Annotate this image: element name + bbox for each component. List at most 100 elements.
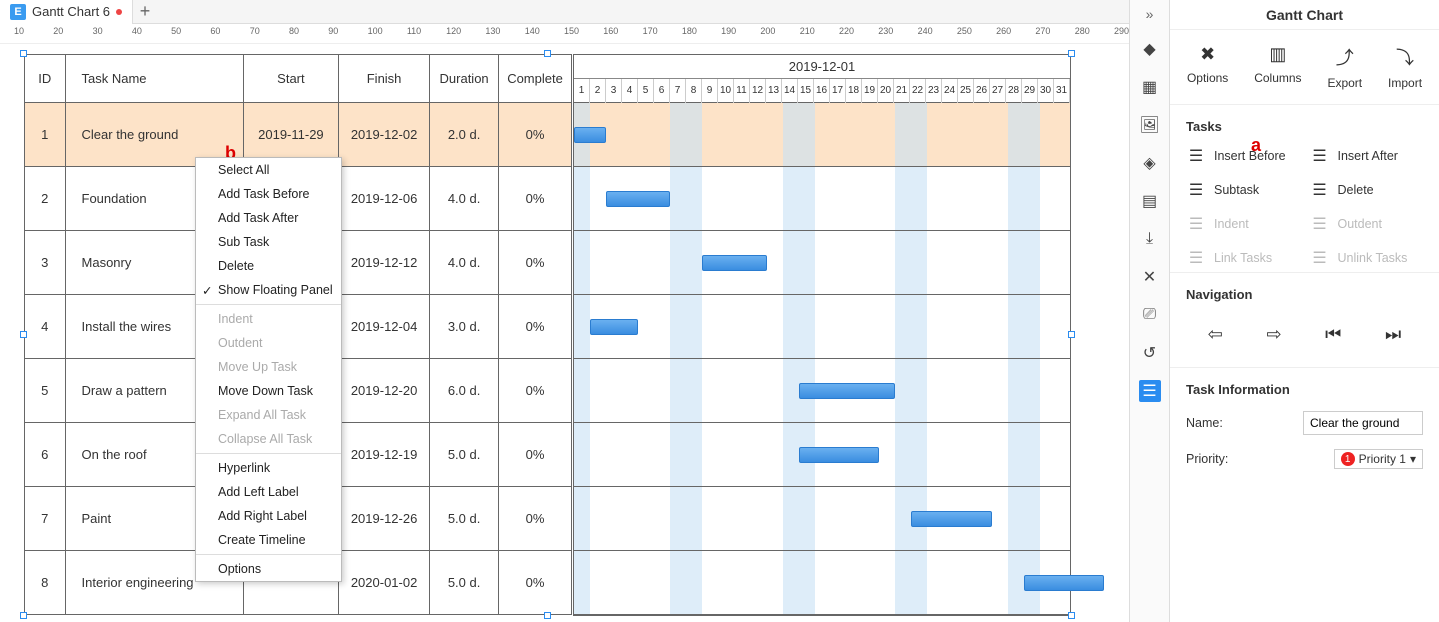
- grid-icon[interactable]: ▦: [1139, 76, 1161, 98]
- task-btn: ☰Link Tasks: [1186, 248, 1300, 268]
- task-btn-icon: ☰: [1186, 214, 1206, 234]
- selection-handle[interactable]: [20, 331, 27, 338]
- selection-handle[interactable]: [1068, 612, 1075, 619]
- task-btn-icon: ☰: [1186, 146, 1206, 166]
- cell-duration: 2.0 d.: [430, 103, 499, 167]
- gantt-row: [574, 167, 1070, 231]
- task-btn[interactable]: ☰Insert Before: [1186, 146, 1300, 166]
- selection-handle[interactable]: [544, 612, 551, 619]
- ctx-item[interactable]: Options: [196, 557, 341, 581]
- task-btn: ☰Unlink Tasks: [1310, 248, 1424, 268]
- add-tab-button[interactable]: +: [133, 1, 157, 22]
- layers-icon[interactable]: ◈: [1139, 152, 1161, 174]
- gantt-day: 23: [926, 79, 942, 103]
- cell-complete: 0%: [499, 551, 572, 615]
- task-bar[interactable]: [799, 447, 879, 463]
- selection-handle[interactable]: [20, 50, 27, 57]
- cell-duration: 4.0 d.: [430, 167, 499, 231]
- gantt-day: 12: [750, 79, 766, 103]
- gantt-day: 10: [718, 79, 734, 103]
- priority-value: Priority 1: [1359, 452, 1406, 466]
- info-name-label: Name:: [1186, 416, 1223, 430]
- ctx-item[interactable]: Add Left Label: [196, 480, 341, 504]
- cell-id: 5: [25, 359, 66, 423]
- cell-id: 8: [25, 551, 66, 615]
- task-btn[interactable]: ☰Delete: [1310, 180, 1424, 200]
- context-menu: Select AllAdd Task BeforeAdd Task AfterS…: [195, 157, 342, 582]
- cell-complete: 0%: [499, 359, 572, 423]
- priority-selector[interactable]: 1 Priority 1 ▾: [1334, 449, 1423, 469]
- screen-icon[interactable]: ⎚: [1139, 304, 1161, 326]
- ctx-item[interactable]: Create Timeline: [196, 528, 341, 552]
- toolbar-options[interactable]: ✖Options: [1187, 44, 1228, 90]
- gantt-day: 26: [974, 79, 990, 103]
- tasks-section-label: Tasks: [1186, 119, 1423, 134]
- ctx-item[interactable]: Hyperlink: [196, 456, 341, 480]
- nav-section-label: Navigation: [1186, 287, 1423, 302]
- selection-handle[interactable]: [544, 50, 551, 57]
- ctx-item[interactable]: Delete: [196, 254, 341, 278]
- cell-finish: 2019-12-20: [339, 359, 430, 423]
- paint-bucket-icon[interactable]: ◆: [1139, 38, 1161, 60]
- task-bar[interactable]: [1024, 575, 1104, 591]
- gantt-panel-icon[interactable]: ☰: [1139, 380, 1161, 402]
- task-bar[interactable]: [574, 127, 606, 143]
- task-btn-icon: ☰: [1310, 214, 1330, 234]
- cell-duration: 6.0 d.: [430, 359, 499, 423]
- selection-handle[interactable]: [1068, 50, 1075, 57]
- nav-left[interactable]: ⇦: [1208, 324, 1223, 345]
- cell-duration: 5.0 d.: [430, 487, 499, 551]
- ctx-item[interactable]: Show Floating Panel: [196, 278, 341, 302]
- ctx-item[interactable]: Add Right Label: [196, 504, 341, 528]
- ctx-item[interactable]: Add Task After: [196, 206, 341, 230]
- export-icon: ⤴: [1336, 44, 1354, 70]
- gantt-day: 20: [878, 79, 894, 103]
- cell-complete: 0%: [499, 167, 572, 231]
- task-bar[interactable]: [606, 191, 670, 207]
- ctx-item[interactable]: Select All: [196, 158, 341, 182]
- cell-complete: 0%: [499, 295, 572, 359]
- info-priority-label: Priority:: [1186, 452, 1228, 466]
- cell-duration: 3.0 d.: [430, 295, 499, 359]
- task-bar[interactable]: [799, 383, 895, 399]
- ctx-item[interactable]: Add Task Before: [196, 182, 341, 206]
- cell-duration: 4.0 d.: [430, 231, 499, 295]
- options-icon: ✖: [1200, 44, 1215, 65]
- selection-handle[interactable]: [20, 612, 27, 619]
- cell-id: 7: [25, 487, 66, 551]
- col-header: Task Name: [65, 55, 243, 103]
- task-btn[interactable]: ☰Insert After: [1310, 146, 1424, 166]
- nav-right[interactable]: ⇨: [1266, 324, 1281, 345]
- ctx-item[interactable]: Sub Task: [196, 230, 341, 254]
- history-icon[interactable]: ↺: [1139, 342, 1161, 364]
- toolbar-import[interactable]: ⤵Import: [1388, 44, 1422, 90]
- cell-id: 4: [25, 295, 66, 359]
- cell-finish: 2020-01-02: [339, 551, 430, 615]
- toolbar-export[interactable]: ⤴Export: [1327, 44, 1362, 90]
- cell-complete: 0%: [499, 487, 572, 551]
- document-tab[interactable]: E Gantt Chart 6: [0, 0, 133, 24]
- page-icon[interactable]: ▤: [1139, 190, 1161, 212]
- info-section-label: Task Information: [1186, 382, 1423, 397]
- nav-first[interactable]: ⏮: [1325, 324, 1341, 345]
- gantt-day: 29: [1022, 79, 1038, 103]
- task-bar[interactable]: [911, 511, 991, 527]
- cell-id: 3: [25, 231, 66, 295]
- info-name-input[interactable]: [1303, 411, 1423, 435]
- task-bar[interactable]: [702, 255, 766, 271]
- task-bar[interactable]: [590, 319, 638, 335]
- export-icon[interactable]: ⤓: [1139, 228, 1161, 250]
- cell-finish: 2019-12-12: [339, 231, 430, 295]
- ctx-item: Outdent: [196, 331, 341, 355]
- ctx-item: Indent: [196, 307, 341, 331]
- selection-handle[interactable]: [1068, 331, 1075, 338]
- chevron-down-icon: ▾: [1410, 452, 1416, 466]
- collapse-panel-icon[interactable]: »: [1146, 6, 1154, 22]
- image-icon[interactable]: 🖼: [1139, 114, 1161, 136]
- task-btn[interactable]: ☰Subtask: [1186, 180, 1300, 200]
- nav-last[interactable]: ⏭: [1385, 324, 1401, 345]
- col-header: Complete: [499, 55, 572, 103]
- shuffle-icon[interactable]: ✕: [1139, 266, 1161, 288]
- toolbar-columns[interactable]: ▥Columns: [1254, 44, 1301, 90]
- ctx-item[interactable]: Move Down Task: [196, 379, 341, 403]
